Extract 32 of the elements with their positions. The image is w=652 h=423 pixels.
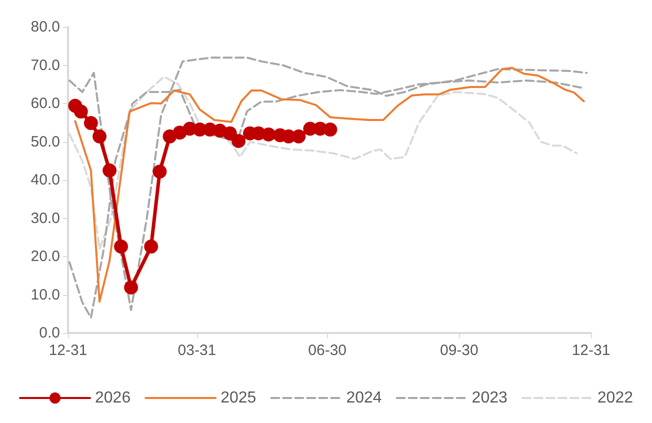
x-tick-label: 03-31 — [178, 342, 216, 359]
point — [92, 129, 107, 144]
point — [152, 164, 167, 179]
point — [74, 104, 88, 119]
legend-label: 2024 — [346, 390, 382, 406]
point — [124, 280, 138, 294]
y-tick-label: 60.0 — [30, 95, 60, 112]
y-tick-label: 50.0 — [30, 133, 60, 150]
x-tick-label: 09-30 — [440, 342, 478, 359]
point — [222, 126, 237, 140]
legend-label: 2022 — [597, 390, 634, 406]
point — [323, 122, 338, 137]
y-tick-label: 20.0 — [30, 248, 60, 265]
y-tick-label: 10.0 — [30, 286, 60, 304]
x-tick-label: 06-30 — [308, 342, 347, 359]
point — [144, 240, 158, 254]
legend-label: 2023 — [472, 390, 508, 406]
y-tick-label: 0.0 — [39, 324, 60, 342]
point — [292, 129, 306, 144]
y-tick-label: 40.0 — [30, 172, 60, 188]
point — [262, 127, 276, 142]
y-tick-label: 30.0 — [30, 210, 60, 227]
point — [232, 134, 246, 148]
point — [84, 116, 98, 130]
x-tick-label: 12-31 — [48, 342, 88, 359]
point — [114, 240, 128, 254]
y-tick-label: 80.0 — [30, 18, 60, 36]
point — [102, 163, 117, 178]
legend-label: 2026 — [95, 390, 131, 406]
y-tick-label: 70.0 — [30, 56, 60, 74]
x-tick-label: 12-31 — [572, 342, 610, 359]
legend-label: 2025 — [220, 390, 256, 406]
